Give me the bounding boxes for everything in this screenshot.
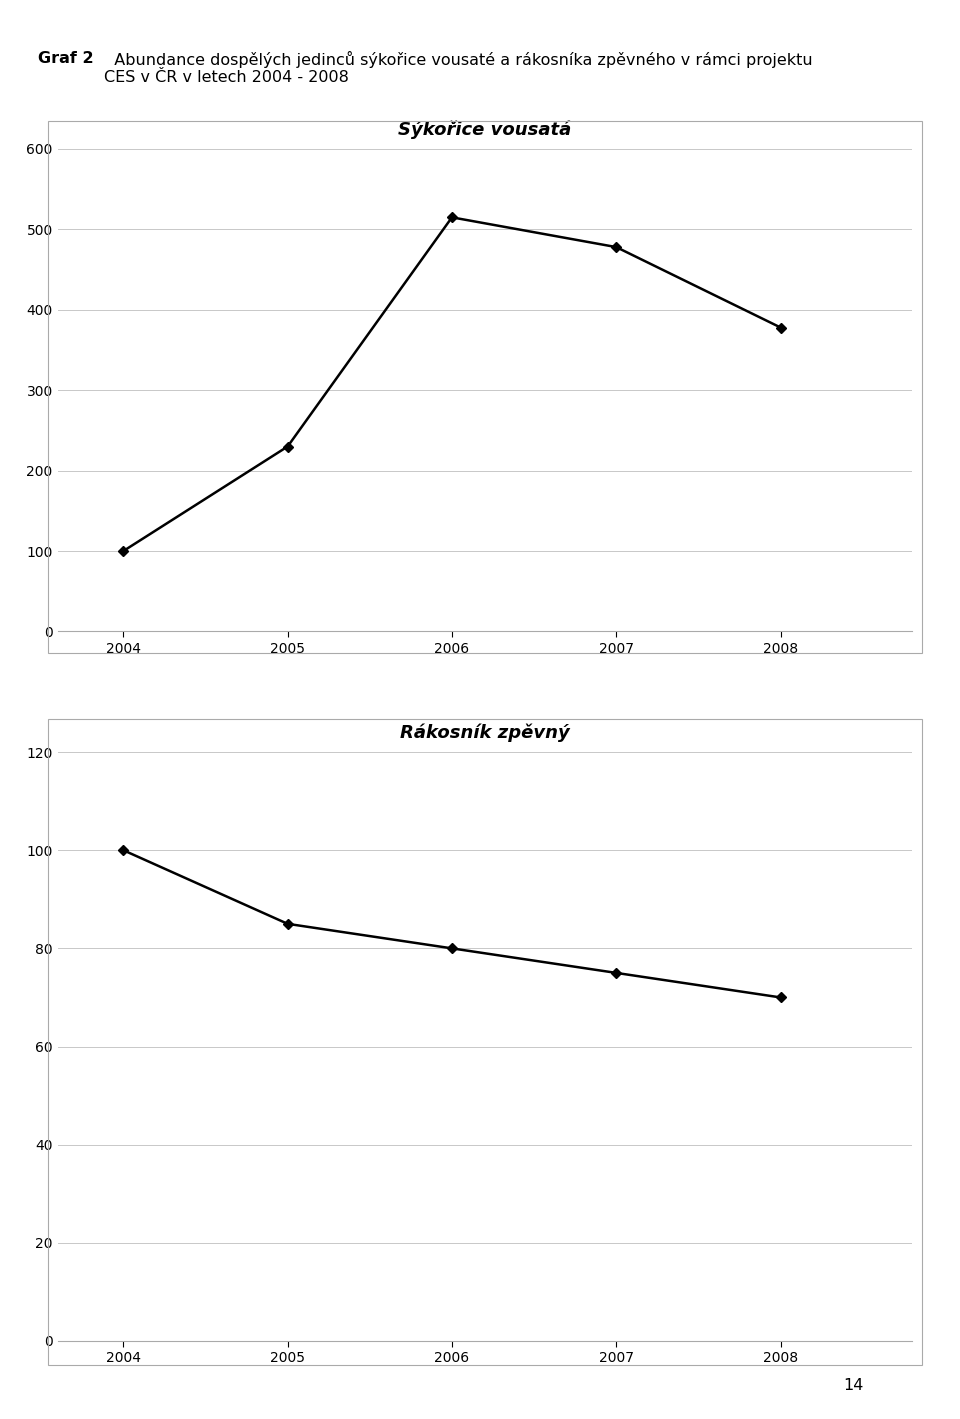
Title: Sýkořice vousatá: Sýkořice vousatá xyxy=(398,121,571,139)
Text: 14: 14 xyxy=(844,1378,864,1393)
Title: Rákosník zpěvný: Rákosník zpěvný xyxy=(400,724,569,742)
Text: Graf 2: Graf 2 xyxy=(38,51,94,67)
Text: Abundance dospělých jedinců sýkořice vousaté a rákosníka zpěvného v rámci projek: Abundance dospělých jedinců sýkořice vou… xyxy=(104,51,812,85)
